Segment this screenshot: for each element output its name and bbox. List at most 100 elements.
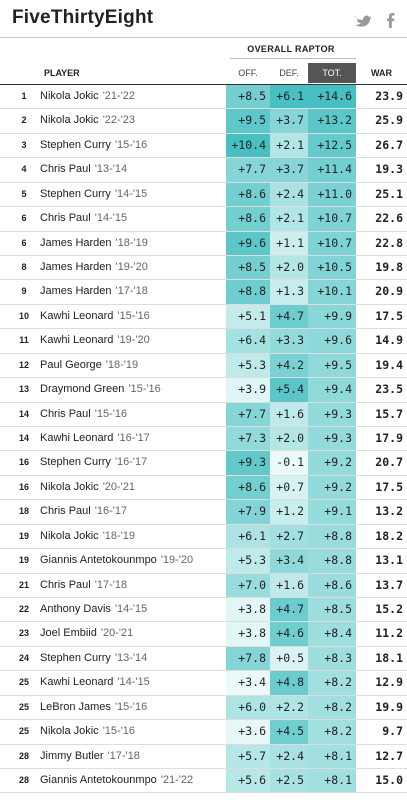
column-header[interactable]: DEF. — [279, 68, 299, 78]
player-cell: Stephen Curry '13-'14 — [40, 647, 147, 670]
column-header[interactable]: TOT. — [308, 63, 356, 83]
rank: 16 — [18, 481, 29, 492]
player-cell: Nikola Jokic '18-'19 — [40, 525, 135, 548]
tot-value: +8.1 — [308, 744, 356, 769]
def-value: +4.7 — [270, 598, 308, 622]
tot-value: +10.7 — [308, 207, 356, 231]
season: '15-'16 — [114, 700, 148, 713]
def-value: +4.5 — [270, 720, 308, 744]
rank: 9 — [21, 286, 27, 297]
season: '19-'20 — [115, 261, 148, 273]
rank: 25 — [18, 701, 29, 712]
tot-value: +9.9 — [308, 304, 356, 329]
player-name: Anthony Davis — [40, 603, 111, 616]
column-header[interactable]: OFF. — [238, 68, 258, 78]
season: '14-'15 — [114, 603, 148, 616]
war-value: 22.6 — [375, 211, 403, 226]
def-value: +3.3 — [270, 329, 308, 353]
def-value: +1.2 — [270, 500, 308, 524]
player-cell: Nikola Jokic '22-'23 — [40, 109, 135, 132]
off-value: +7.7 — [226, 402, 270, 426]
group-underline — [230, 58, 356, 59]
war-value: 11.2 — [375, 626, 403, 641]
war-value: 25.9 — [375, 113, 403, 128]
player-cell: James Harden '17-'18 — [40, 280, 148, 303]
logo[interactable]: FiveThirtyEight — [12, 7, 154, 28]
off-value: +3.8 — [226, 622, 270, 646]
tot-value: +11.0 — [308, 182, 356, 207]
war-value: 25.1 — [375, 186, 403, 201]
table-row: 19 Giannis Antetokounmpo '19-'20 +5.3 +3.4 +8… — [0, 549, 407, 574]
off-value: +3.4 — [226, 671, 270, 695]
season: '14-'15 — [117, 676, 150, 689]
table-row: 23 Joel Embiid '20-'21 +3.8 +4.6 +8.4 11.2 — [0, 622, 407, 647]
off-value: +6.4 — [226, 329, 270, 353]
war-value: 17.5 — [375, 308, 403, 323]
tot-value: +11.4 — [308, 158, 356, 182]
war-value: 20.7 — [375, 455, 403, 470]
player-cell: James Harden '19-'20 — [40, 256, 148, 279]
player-name: Nikola Jokic — [40, 725, 99, 738]
table-row: 13 Draymond Green '15-'16 +3.9 +5.4 +9.4 23.5 — [0, 378, 407, 403]
war-value: 19.3 — [375, 162, 403, 177]
player-name: LeBron James — [40, 700, 111, 713]
player-name: Nikola Jokic — [40, 480, 99, 493]
war-value: 14.9 — [375, 333, 403, 348]
season: '19-'20 — [160, 554, 194, 567]
table-row: 14 Chris Paul '15-'16 +7.7 +1.6 +9.3 15.7 — [0, 402, 407, 427]
season: '15-'16 — [117, 309, 150, 322]
off-value: +7.8 — [226, 646, 270, 671]
player-cell: Chris Paul '16-'17 — [40, 500, 127, 523]
player-name: Jimmy Butler — [40, 749, 104, 762]
season: '21-'22 — [160, 774, 194, 787]
tot-value: +9.5 — [308, 353, 356, 378]
column-header[interactable]: PLAYER — [44, 68, 80, 78]
player-cell: Chris Paul '15-'16 — [40, 403, 127, 426]
twitter-icon[interactable] — [354, 15, 372, 27]
facebook-icon[interactable] — [387, 13, 395, 28]
player-name: Giannis Antetokounmpo — [40, 774, 157, 787]
player-name: Nikola Jokic — [40, 114, 99, 127]
rank: 3 — [21, 139, 27, 150]
rank: 28 — [18, 775, 29, 786]
player-name: Chris Paul — [40, 407, 91, 420]
tot-value: +14.6 — [308, 85, 356, 109]
def-value: +5.4 — [270, 378, 308, 402]
off-value: +6.1 — [226, 524, 270, 549]
rank: 25 — [18, 677, 29, 688]
def-value: +4.8 — [270, 671, 308, 695]
tot-value: +9.1 — [308, 500, 356, 524]
tot-value: +8.4 — [308, 622, 356, 646]
season: '22-'23 — [102, 114, 136, 127]
table-row: 6 Chris Paul '14-'15 +8.6 +2.1 +10.7 22.6 — [0, 207, 407, 232]
war-value: 23.9 — [375, 89, 403, 103]
season: '17-'18 — [115, 285, 148, 298]
table-row: 10 Kawhi Leonard '15-'16 +5.1 +4.7 +9.9 17.5 — [0, 304, 407, 330]
off-value: +3.8 — [226, 598, 270, 622]
tot-value: +8.2 — [308, 671, 356, 695]
rank: 11 — [19, 335, 29, 346]
def-value: +2.0 — [270, 256, 308, 280]
def-value: +3.7 — [270, 109, 308, 133]
off-value: +5.7 — [226, 744, 270, 769]
player-name: Stephen Curry — [40, 456, 111, 469]
player-cell: Jimmy Butler '17-'18 — [40, 745, 140, 768]
season: '13-'14 — [114, 651, 148, 664]
war-value: 19.4 — [375, 357, 403, 372]
column-header[interactable]: WAR — [371, 68, 392, 78]
def-value: +2.0 — [270, 427, 308, 451]
rank: 16 — [18, 457, 29, 468]
season: '20-'21 — [100, 627, 134, 640]
war-value: 19.9 — [375, 699, 403, 714]
off-value: +8.6 — [226, 207, 270, 231]
season: '17-'18 — [94, 578, 128, 591]
season: '18-'19 — [115, 236, 148, 249]
season: '20-'21 — [102, 480, 136, 493]
war-value: 13.1 — [375, 553, 403, 568]
off-value: +3.6 — [226, 720, 270, 744]
def-value: +0.7 — [270, 475, 308, 500]
def-value: +3.4 — [270, 549, 308, 573]
tot-value: +8.8 — [308, 549, 356, 573]
def-value: +2.7 — [270, 524, 308, 549]
